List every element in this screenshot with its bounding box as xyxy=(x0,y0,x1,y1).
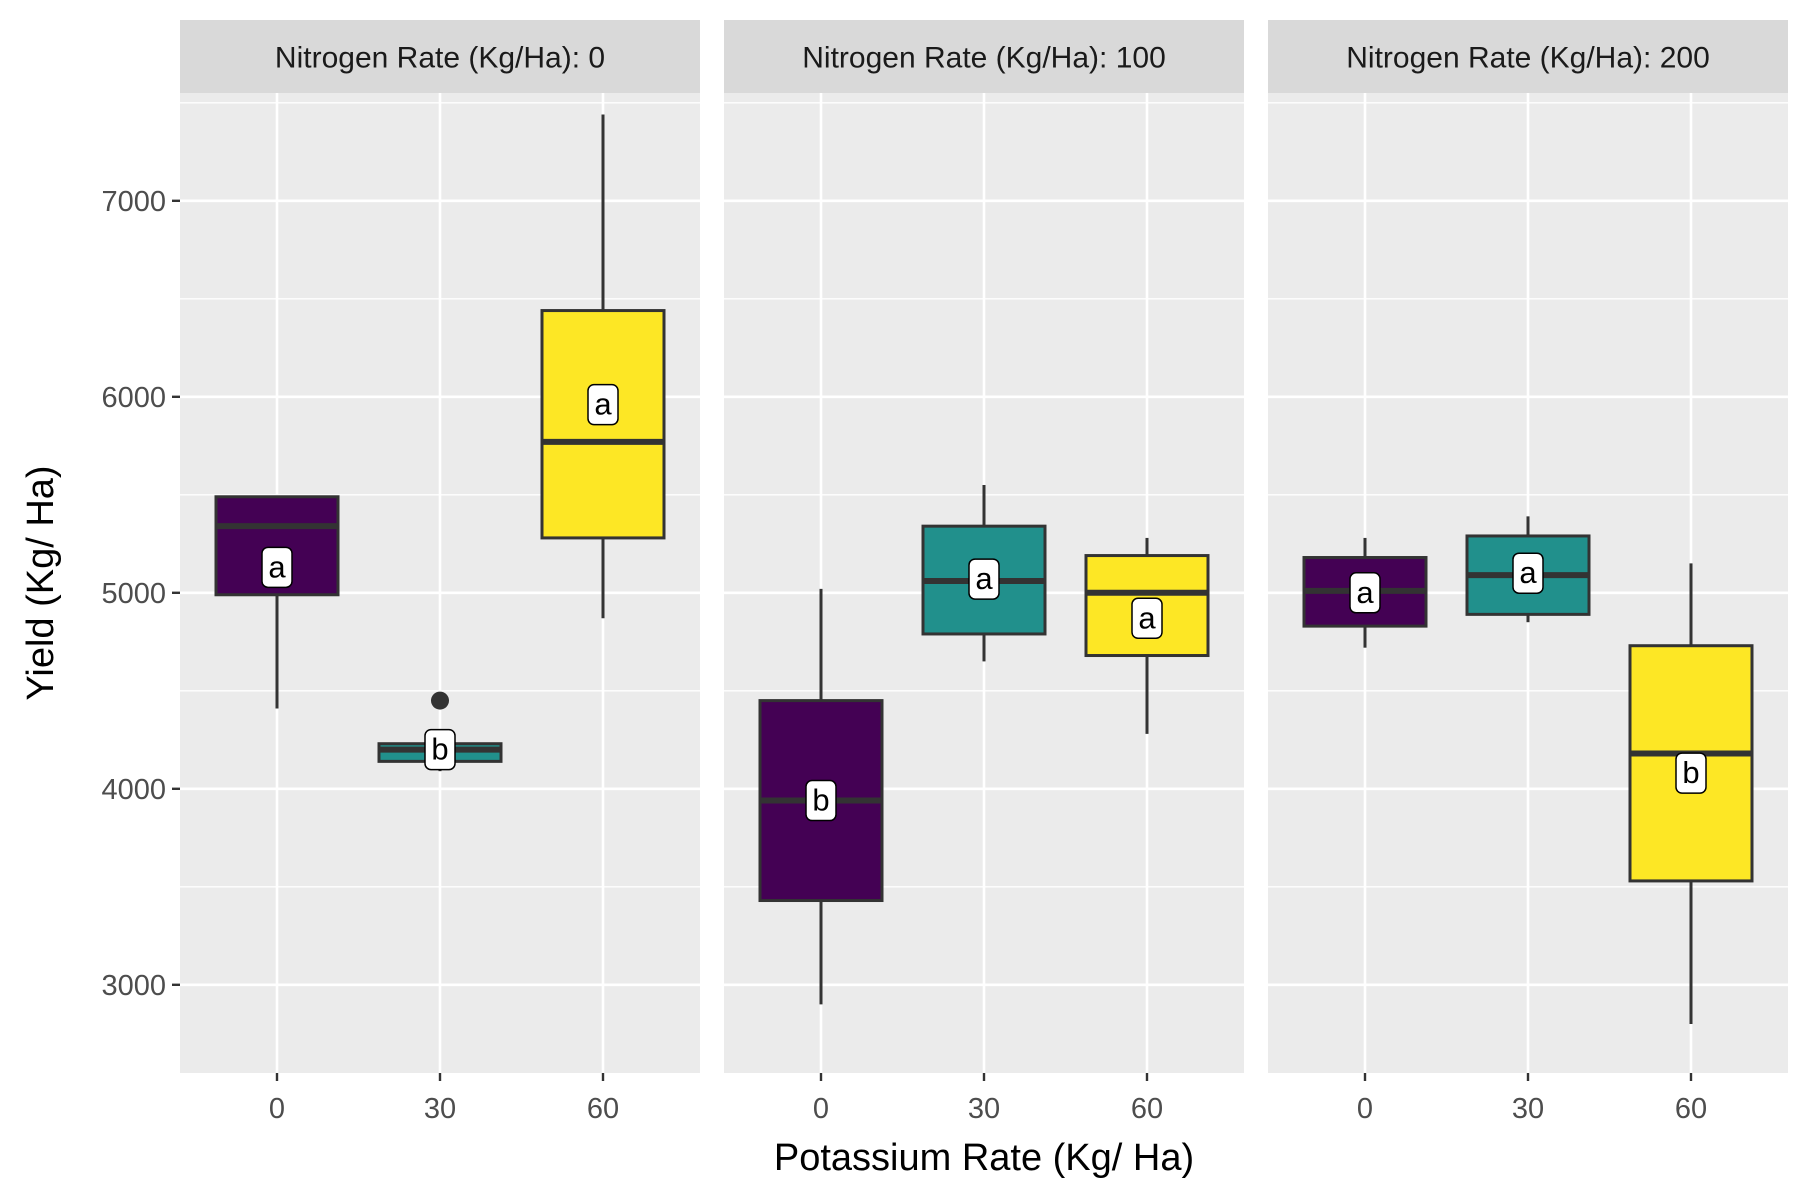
box-30: a xyxy=(921,485,1047,662)
box-60: b xyxy=(1628,563,1754,1024)
letter-label: b xyxy=(1682,755,1699,790)
y-axis: 3000 4000 5000 6000 7000 xyxy=(101,186,180,1002)
letter-label-box xyxy=(805,779,837,822)
facet-strip-label: Nitrogen Rate (Kg/Ha): 0 xyxy=(275,42,605,75)
facet-strip-label: Nitrogen Rate (Kg/Ha): 200 xyxy=(1346,42,1710,75)
x-tick-label: 0 xyxy=(813,1093,829,1125)
facet-panel-0: Nitrogen Rate (Kg/Ha): 0 0 30 60 a b a xyxy=(180,20,700,1125)
box-0: b xyxy=(758,588,884,1005)
letter-label: a xyxy=(1519,555,1537,590)
box-0: a xyxy=(1302,537,1428,648)
box-0: a xyxy=(214,495,340,709)
box-60: a xyxy=(1084,537,1210,734)
letter-label-box xyxy=(261,546,293,589)
x-tick-label: 30 xyxy=(424,1093,456,1125)
letter-label-box xyxy=(1675,752,1707,794)
facet-strip-label: Nitrogen Rate (Kg/Ha): 100 xyxy=(802,42,1166,75)
letter-label-box xyxy=(1512,552,1544,594)
letter-label: b xyxy=(812,783,829,818)
y-tick-label: 3000 xyxy=(101,970,166,1002)
x-axis-title: Potassium Rate (Kg/ Ha) xyxy=(774,1137,1194,1179)
facet-strip xyxy=(724,20,1244,93)
x-tick-label: 0 xyxy=(269,1093,285,1125)
letter-label: a xyxy=(1356,575,1374,610)
letter-label: a xyxy=(594,387,612,422)
x-tick-label: 60 xyxy=(1131,1093,1163,1125)
facet-strip xyxy=(1268,20,1788,93)
y-tick-label: 5000 xyxy=(101,578,166,610)
letter-label: a xyxy=(975,561,993,596)
y-tick-label: 6000 xyxy=(101,382,166,414)
y-axis-title: Yield (Kg/ Ha) xyxy=(20,465,62,700)
facet-strip xyxy=(180,20,700,93)
y-tick-label: 7000 xyxy=(101,186,166,218)
outlier-point xyxy=(431,691,449,710)
letter-label: a xyxy=(268,549,286,584)
x-tick-label: 0 xyxy=(1357,1093,1373,1125)
letter-label-box xyxy=(587,383,619,426)
letter-label-box xyxy=(1349,572,1381,614)
x-tick-label: 60 xyxy=(1675,1093,1707,1125)
facets-layer: Nitrogen Rate (Kg/Ha): 00 30 60abaNitrogen… xyxy=(180,20,1788,1125)
y-tick-label: 4000 xyxy=(101,774,166,806)
box-30: a xyxy=(1465,516,1591,623)
box-30: b xyxy=(377,691,503,772)
facet-panel-1: Nitrogen Rate (Kg/Ha): 100 0 30 60 b a a xyxy=(724,20,1244,1125)
x-tick-label: 60 xyxy=(587,1093,619,1125)
letter-label: a xyxy=(1138,600,1156,635)
letter-label-box xyxy=(1131,597,1163,640)
letter-label-box xyxy=(968,558,1000,600)
x-tick-label: 30 xyxy=(1512,1093,1544,1125)
letter-label-box xyxy=(424,728,456,771)
x-tick-label: 30 xyxy=(968,1093,1000,1125)
letter-label: b xyxy=(431,732,448,767)
facet-panel-2: Nitrogen Rate (Kg/Ha): 200 0 30 60 a a b xyxy=(1268,20,1788,1125)
box-60: a xyxy=(540,114,666,619)
